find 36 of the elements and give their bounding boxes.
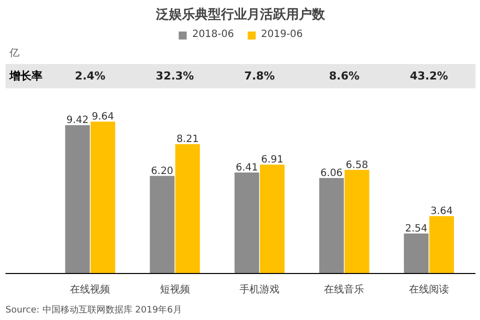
chart-title: 泛娱乐典型行业月活跃用户数: [155, 6, 326, 22]
x-tick-label: 在线音乐: [324, 284, 364, 296]
source-note: Source: 中国移动互联网数据库 2019年6月: [6, 304, 182, 316]
data-label: 6.91: [261, 154, 284, 166]
text: 亿: [8, 48, 20, 59]
data-label: 6.06: [320, 168, 343, 180]
legend-label: 2019-06: [261, 29, 303, 40]
data-label: 8.21: [176, 134, 199, 146]
text: 8.6%: [328, 70, 360, 83]
x-tick-label: 手机游戏: [240, 284, 280, 296]
text: 32.3%: [156, 70, 194, 83]
data-label: 3.64: [430, 206, 453, 218]
bar: [90, 122, 116, 274]
text: 7.8%: [244, 70, 275, 83]
legend-label: 2018-06: [192, 29, 234, 40]
data-label: 6.41: [236, 162, 258, 174]
x-tick-label: 在线阅读: [408, 284, 449, 296]
data-label: 6.58: [346, 160, 368, 171]
data-label: 9.42: [66, 115, 89, 126]
text: 2.4%: [74, 70, 106, 83]
bar: [344, 170, 370, 274]
bar: [404, 233, 429, 274]
data-label: 9.64: [92, 112, 114, 123]
bar: [260, 164, 285, 274]
bar: [429, 216, 454, 274]
text: 43.2%: [410, 70, 448, 83]
bar: [319, 178, 344, 274]
x-tick-label: 在线视频: [70, 284, 110, 296]
data-label: 2.54: [405, 223, 428, 234]
text: 增长率: [8, 70, 43, 83]
x-tick-label: 短视频: [160, 284, 190, 296]
data-label: 6.20: [151, 166, 174, 177]
bar: [175, 144, 200, 274]
bar: [65, 125, 90, 274]
bar: [234, 172, 260, 274]
bar: [150, 176, 174, 274]
